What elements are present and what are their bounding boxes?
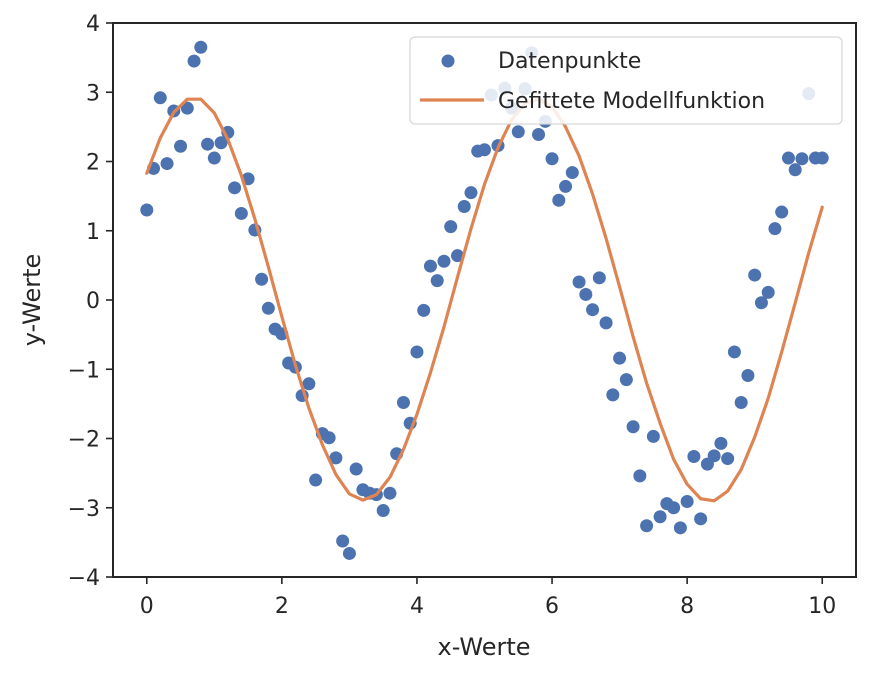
data-point [748,268,762,282]
data-point [261,301,275,315]
data-point [228,181,242,195]
data-point [768,222,782,236]
data-point [207,151,221,165]
data-point [714,436,728,450]
legend-label-fit: Gefittete Modellfunktion [498,89,765,114]
y-tick-label: −2 [68,428,100,453]
data-point [579,287,593,301]
data-point [613,351,627,365]
y-tick-label: −1 [68,358,100,383]
y-tick-label: 0 [86,289,100,314]
data-point [153,91,167,105]
data-point [788,163,802,177]
data-point [673,521,687,535]
x-tick-label: 2 [275,594,289,619]
x-tick-label: 8 [680,594,694,619]
data-point [572,275,586,289]
data-point [444,220,458,234]
legend-frame [409,36,843,125]
data-point [680,495,694,509]
data-point [694,512,708,526]
legend: Datenpunkte Gefittete Modellfunktion [409,36,843,125]
data-point [795,152,809,166]
data-point [707,449,721,463]
data-point [565,166,579,180]
y-tick-label: −3 [68,497,100,522]
data-point [687,450,701,464]
data-point [255,272,269,286]
x-tick-label: 6 [545,594,559,619]
data-point [606,388,620,402]
data-point [140,203,154,217]
data-point [545,152,559,166]
x-tick-label: 4 [410,594,424,619]
data-point [619,373,633,387]
fit-line [145,97,824,503]
data-point [309,473,323,487]
data-point [667,501,681,515]
data-point [194,40,208,54]
data-point [410,345,424,359]
data-point [586,303,600,317]
legend-marker-scatter [441,54,455,68]
data-point [174,139,188,153]
data-point [457,200,471,214]
data-point [599,316,613,330]
y-tick-label: −4 [68,566,100,591]
x-axis-label: x-Werte [437,633,530,661]
y-axis-label: y-Werte [18,254,46,347]
data-point [653,510,667,524]
data-point [741,368,755,382]
x-tick-label: 10 [808,594,836,619]
data-point [342,546,356,560]
data-point [781,151,795,165]
data-point [761,285,775,299]
data-point [383,486,397,500]
data-point [775,205,789,219]
data-point [376,504,390,518]
data-point [437,254,451,268]
data-point [552,193,566,207]
data-point [423,259,437,273]
data-point [430,274,444,288]
data-point [214,136,228,150]
data-point [322,431,336,445]
x-tick-label: 0 [140,594,154,619]
data-point [464,186,478,200]
data-point [417,303,431,317]
legend-label-points: Datenpunkte [498,49,641,74]
data-point [633,469,647,483]
data-point [734,395,748,409]
data-point [396,395,410,409]
y-tick-label: 2 [86,151,100,176]
data-point [511,125,525,139]
data-point [302,377,316,391]
data-point [754,296,768,310]
data-point [626,420,640,434]
data-point [187,54,201,68]
data-point [721,452,735,466]
data-point [559,179,573,193]
data-point [349,462,363,476]
data-point [727,345,741,359]
data-point [329,451,343,465]
data-point [532,127,546,141]
y-tick-label: 3 [86,81,100,106]
data-point [450,249,464,263]
data-point [180,101,194,115]
data-point [201,137,215,151]
data-point [592,271,606,285]
data-point [234,206,248,220]
data-point [478,143,491,157]
data-point [160,157,174,171]
data-point [640,519,654,533]
data-point [646,429,660,443]
data-point [336,534,350,548]
data-point [815,151,829,165]
y-tick-label: 1 [86,220,100,245]
y-tick-label: 4 [86,12,100,37]
